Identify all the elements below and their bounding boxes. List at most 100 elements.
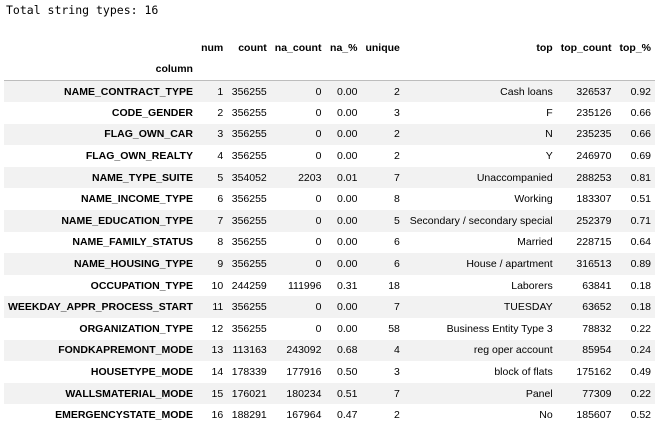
cell-top-count: 183307 xyxy=(576,193,612,206)
table-row: NAME_HOUSING_TYPE 9 356255 0 0.00 6 House / ap… xyxy=(4,253,655,275)
cell-top-count: 235126 xyxy=(576,106,612,119)
cell-top-count: 77309 xyxy=(582,387,612,400)
cell-count: 356255 xyxy=(231,128,267,141)
cell-na-count: 243092 xyxy=(286,344,322,357)
cell-num: 2 xyxy=(217,106,224,119)
cell-top-count: 175162 xyxy=(576,366,612,379)
cell-top-pct: 0.92 xyxy=(630,85,651,98)
cell-count: 244259 xyxy=(231,279,267,292)
cell-unique: 7 xyxy=(394,301,400,314)
row-label: NAME_INCOME_TYPE xyxy=(80,193,193,206)
cell-top: Secondary / secondary special xyxy=(409,214,553,227)
cell-count: 354052 xyxy=(231,171,267,184)
cell-top-pct: 0.69 xyxy=(630,150,651,163)
cell-count: 356255 xyxy=(231,214,267,227)
row-label: FONDKAPREMONT_MODE xyxy=(58,344,193,357)
cell-top: Laborers xyxy=(511,279,553,292)
cell-top-count: 288253 xyxy=(576,171,612,184)
row-label: FLAG_OWN_CAR xyxy=(104,128,193,141)
cell-unique: 3 xyxy=(394,366,400,379)
cell-count: 356255 xyxy=(231,150,267,163)
cell-na-count: 0 xyxy=(315,214,322,227)
table-row: NAME_CONTRACT_TYPE 1 356255 0 0.00 2 Cash loan… xyxy=(4,80,655,103)
cell-na-pct: 0.00 xyxy=(337,85,358,98)
cell-top: block of flats xyxy=(494,366,553,379)
cell-top-count: 85954 xyxy=(582,344,612,357)
cell-na-pct: 0.00 xyxy=(337,150,358,163)
cell-unique: 58 xyxy=(388,322,400,335)
index-name-row: column xyxy=(4,58,655,81)
cell-na-pct: 0.01 xyxy=(337,171,358,184)
cell-top-count: 316513 xyxy=(576,258,612,271)
row-label: NAME_CONTRACT_TYPE xyxy=(64,85,193,98)
table-row: NAME_EDUCATION_TYPE 7 356255 0 0.00 5 Secondar… xyxy=(4,210,655,232)
column-header: na_% xyxy=(330,42,358,54)
cell-unique: 2 xyxy=(394,150,400,163)
cell-top-count: 252379 xyxy=(576,214,612,227)
cell-count: 356255 xyxy=(231,236,267,249)
column-header: top xyxy=(536,42,553,54)
cell-num: 13 xyxy=(211,344,224,357)
cell-unique: 2 xyxy=(394,128,400,141)
cell-count: 356255 xyxy=(231,85,267,98)
table-row: HOUSETYPE_MODE 14 178339 177916 0.50 3 block o… xyxy=(4,361,655,383)
row-label: FLAG_OWN_REALTY xyxy=(85,150,193,163)
cell-na-pct: 0.00 xyxy=(337,214,358,227)
index-name: column xyxy=(4,58,197,81)
table-row: FONDKAPREMONT_MODE 13 113163 243092 0.68 4 reg… xyxy=(4,339,655,362)
cell-top: reg oper account xyxy=(473,344,553,357)
cell-na-pct: 0.00 xyxy=(337,322,358,335)
cell-top: House / apartment xyxy=(466,258,553,271)
cell-top: Working xyxy=(514,193,553,206)
cell-top-pct: 0.89 xyxy=(630,258,651,271)
cell-top-pct: 0.22 xyxy=(630,322,651,335)
cell-unique: 3 xyxy=(394,106,400,119)
table-row: EMERGENCYSTATE_MODE 16 188291 167964 0.47 2 No… xyxy=(4,404,655,426)
cell-top-pct: 0.49 xyxy=(630,366,651,379)
cell-top: TUESDAY xyxy=(503,301,553,314)
cell-count: 356255 xyxy=(231,193,267,206)
cell-top-pct: 0.18 xyxy=(630,279,651,292)
cell-top-pct: 0.66 xyxy=(630,128,651,141)
cell-na-count: 0 xyxy=(315,322,322,335)
row-label: HOUSETYPE_MODE xyxy=(90,366,193,379)
cell-num: 12 xyxy=(211,322,224,335)
cell-top-pct: 0.18 xyxy=(630,301,651,314)
cell-num: 10 xyxy=(211,279,224,292)
column-header: top_% xyxy=(619,42,652,54)
table-row: NAME_INCOME_TYPE 6 356255 0 0.00 8 Working 1833… xyxy=(4,188,655,210)
cell-na-pct: 0.68 xyxy=(337,344,358,357)
cell-unique: 5 xyxy=(394,214,400,227)
cell-top-count: 326537 xyxy=(576,85,612,98)
cell-na-count: 111996 xyxy=(287,279,322,292)
table-row: WALLSMATERIAL_MODE 15 176021 180234 0.51 7 Pan… xyxy=(4,382,655,405)
cell-count: 356255 xyxy=(231,258,267,271)
cell-na-count: 0 xyxy=(315,258,322,271)
table-row: FLAG_OWN_CAR 3 356255 0 0.00 2 N 235235 0.66 xyxy=(4,123,655,146)
cell-top: Unaccompanied xyxy=(476,171,553,184)
cell-num: 8 xyxy=(217,236,224,249)
cell-count: 178339 xyxy=(231,366,267,379)
cell-top-count: 78832 xyxy=(582,322,612,335)
cell-top-pct: 0.22 xyxy=(630,387,651,400)
cell-na-pct: 0.00 xyxy=(337,236,358,249)
column-header: na_count xyxy=(274,42,322,54)
cell-num: 15 xyxy=(211,387,224,400)
table-row: FLAG_OWN_REALTY 4 356255 0 0.00 2 Y 246970 0.69 xyxy=(4,145,655,167)
cell-na-pct: 0.47 xyxy=(337,409,358,422)
cell-na-pct: 0.00 xyxy=(337,106,358,119)
cell-top-count: 185607 xyxy=(576,409,612,422)
column-header: top_count xyxy=(560,42,612,54)
cell-num: 9 xyxy=(217,258,224,271)
cell-top-pct: 0.64 xyxy=(630,236,651,249)
cell-num: 14 xyxy=(211,366,224,379)
row-label: WEEKDAY_APPR_PROCESS_START xyxy=(8,301,193,314)
row-label: EMERGENCYSTATE_MODE xyxy=(55,409,193,422)
cell-top: Y xyxy=(545,150,553,163)
summary-output: Total string types: 16 xyxy=(6,3,159,17)
cell-unique: 2 xyxy=(394,85,400,98)
cell-top-pct: 0.66 xyxy=(630,106,651,119)
cell-top-pct: 0.71 xyxy=(630,214,651,227)
cell-unique: 18 xyxy=(388,279,400,292)
cell-na-count: 0 xyxy=(315,193,322,206)
